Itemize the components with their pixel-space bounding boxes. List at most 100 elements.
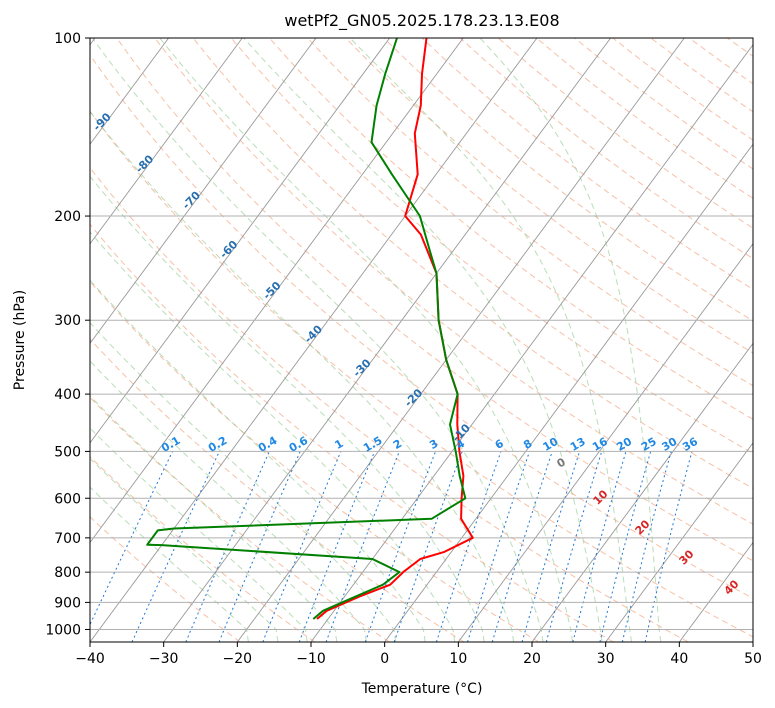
isotherm-line	[605, 442, 753, 642]
isotherm-line	[90, 38, 243, 245]
dry-adiabat-line	[90, 396, 390, 642]
moist-adiabat-line	[90, 110, 515, 642]
isotherm-label: -40	[302, 322, 325, 345]
mixing-ratio-line	[185, 451, 270, 642]
mixing-ratio-line	[521, 451, 581, 642]
moist-adiabat-label: 30	[677, 547, 697, 567]
y-tick-label: 900	[54, 595, 81, 611]
mixing-ratio-line	[491, 451, 553, 642]
isotherm-label: -100	[60, 45, 89, 74]
dry-adiabat-line	[90, 280, 540, 642]
dry-adiabat-line	[688, 38, 753, 85]
moist-adiabat-line	[349, 38, 632, 642]
pressure-grid	[90, 38, 753, 630]
y-tick-label: 400	[54, 387, 81, 403]
y-axis-label: Pressure (hPa)	[12, 290, 28, 390]
background-lines	[90, 38, 775, 642]
dry-adiabat-line	[269, 38, 753, 420]
mixing-ratio-line	[545, 451, 603, 642]
isotherm-line	[457, 243, 753, 642]
dry-adiabat-line	[90, 516, 241, 642]
isotherm-label: -30	[350, 356, 373, 379]
chart-title: wetPf2_GN05.2025.178.23.13.E08	[284, 11, 559, 31]
isotherm-label: -90	[91, 110, 114, 133]
y-tick-label: 100	[54, 31, 81, 47]
mixing-ratio-label: 6	[493, 437, 506, 452]
isotherm-line	[90, 38, 390, 444]
mixing-ratio-line	[218, 451, 301, 642]
mixing-ratio-line	[325, 451, 400, 642]
moist-adiabat-line	[159, 38, 573, 642]
isotherm-label: -60	[217, 238, 240, 261]
isotherm-line	[90, 38, 538, 642]
y-tick-label: 200	[54, 209, 81, 225]
isotherm-line	[384, 143, 753, 642]
dry-adiabat-line	[765, 38, 775, 642]
dry-adiabat-label: 0	[555, 455, 568, 470]
dry-adiabat-line	[421, 38, 753, 290]
moist-adiabat-line	[91, 38, 544, 642]
isotherm-line	[90, 38, 464, 544]
moist-adiabat-line	[90, 427, 308, 642]
mixing-ratio-line	[572, 451, 627, 642]
dry-adiabat-line	[230, 38, 753, 454]
moist-adiabat-line	[90, 457, 279, 642]
mixing-ratio-line	[131, 451, 220, 642]
y-tick-label: 300	[54, 313, 81, 329]
mixing-ratio-line	[90, 451, 174, 626]
moist-adiabat-line	[243, 38, 603, 642]
dry-adiabat-line	[345, 38, 753, 354]
dry-adiabat-line	[574, 38, 753, 170]
mixing-ratio-label: 1	[333, 437, 346, 452]
moist-adiabat-line	[479, 38, 662, 642]
moist-adiabat-label: 10	[591, 487, 611, 507]
x-tick-label: 0	[380, 651, 389, 667]
isotherm-line	[531, 342, 753, 642]
x-tick-label: −40	[75, 651, 105, 667]
moist-adiabat-line	[90, 175, 485, 642]
x-tick-label: 30	[597, 651, 615, 667]
plot-frame	[89, 37, 754, 643]
mixing-ratio-line	[644, 451, 693, 642]
dry-adiabat-line	[727, 38, 753, 57]
x-axis-ticks: −40 −30 −20 −10 0 10 20 30 40 50	[75, 642, 762, 667]
moist-adiabat-line	[90, 486, 249, 642]
y-axis-ticks: 100 200 300 400 500 600 700 800 900 1000	[45, 31, 90, 638]
x-tick-label: 50	[744, 651, 762, 667]
mixing-ratio-line	[364, 451, 437, 642]
mixing-ratio-line	[298, 451, 376, 642]
mixing-ratio-line	[262, 451, 342, 642]
dry-adiabat-line	[650, 38, 753, 113]
y-tick-label: 700	[54, 531, 81, 547]
x-tick-label: −10	[296, 651, 326, 667]
isotherm-line	[310, 43, 753, 642]
mixing-ratio-line	[435, 451, 502, 642]
dewpoint-profile-line	[146, 38, 467, 620]
dry-adiabat-line	[497, 38, 753, 229]
x-tick-label: 20	[523, 651, 541, 667]
x-tick-label: 10	[449, 651, 467, 667]
mixing-ratio-line	[599, 451, 652, 642]
dry-adiabat-line	[90, 110, 753, 638]
dry-adiabat-line	[536, 38, 753, 199]
profile-series	[146, 38, 474, 620]
dry-adiabat-line	[90, 53, 753, 599]
dry-adiabat-line	[90, 455, 315, 642]
mixing-ratio-line	[393, 451, 463, 642]
y-tick-label: 1000	[45, 622, 81, 638]
dry-adiabat-line	[90, 167, 689, 642]
moist-adiabat-line	[90, 322, 397, 642]
moist-adiabat-line	[90, 231, 456, 642]
mixing-ratio-line	[467, 451, 531, 642]
mixing-ratio-line	[621, 451, 672, 642]
x-axis-label: Temperature (°C)	[361, 681, 483, 697]
isotherm-line	[236, 38, 685, 642]
x-tick-label: −30	[149, 651, 179, 667]
dry-adiabat-line	[90, 223, 614, 642]
isotherm-line	[90, 38, 169, 146]
isotherm-line	[752, 641, 753, 642]
isotherm-label: -20	[402, 386, 425, 409]
isotherm-label: -50	[260, 279, 283, 302]
isotherm-label: -80	[133, 152, 156, 175]
